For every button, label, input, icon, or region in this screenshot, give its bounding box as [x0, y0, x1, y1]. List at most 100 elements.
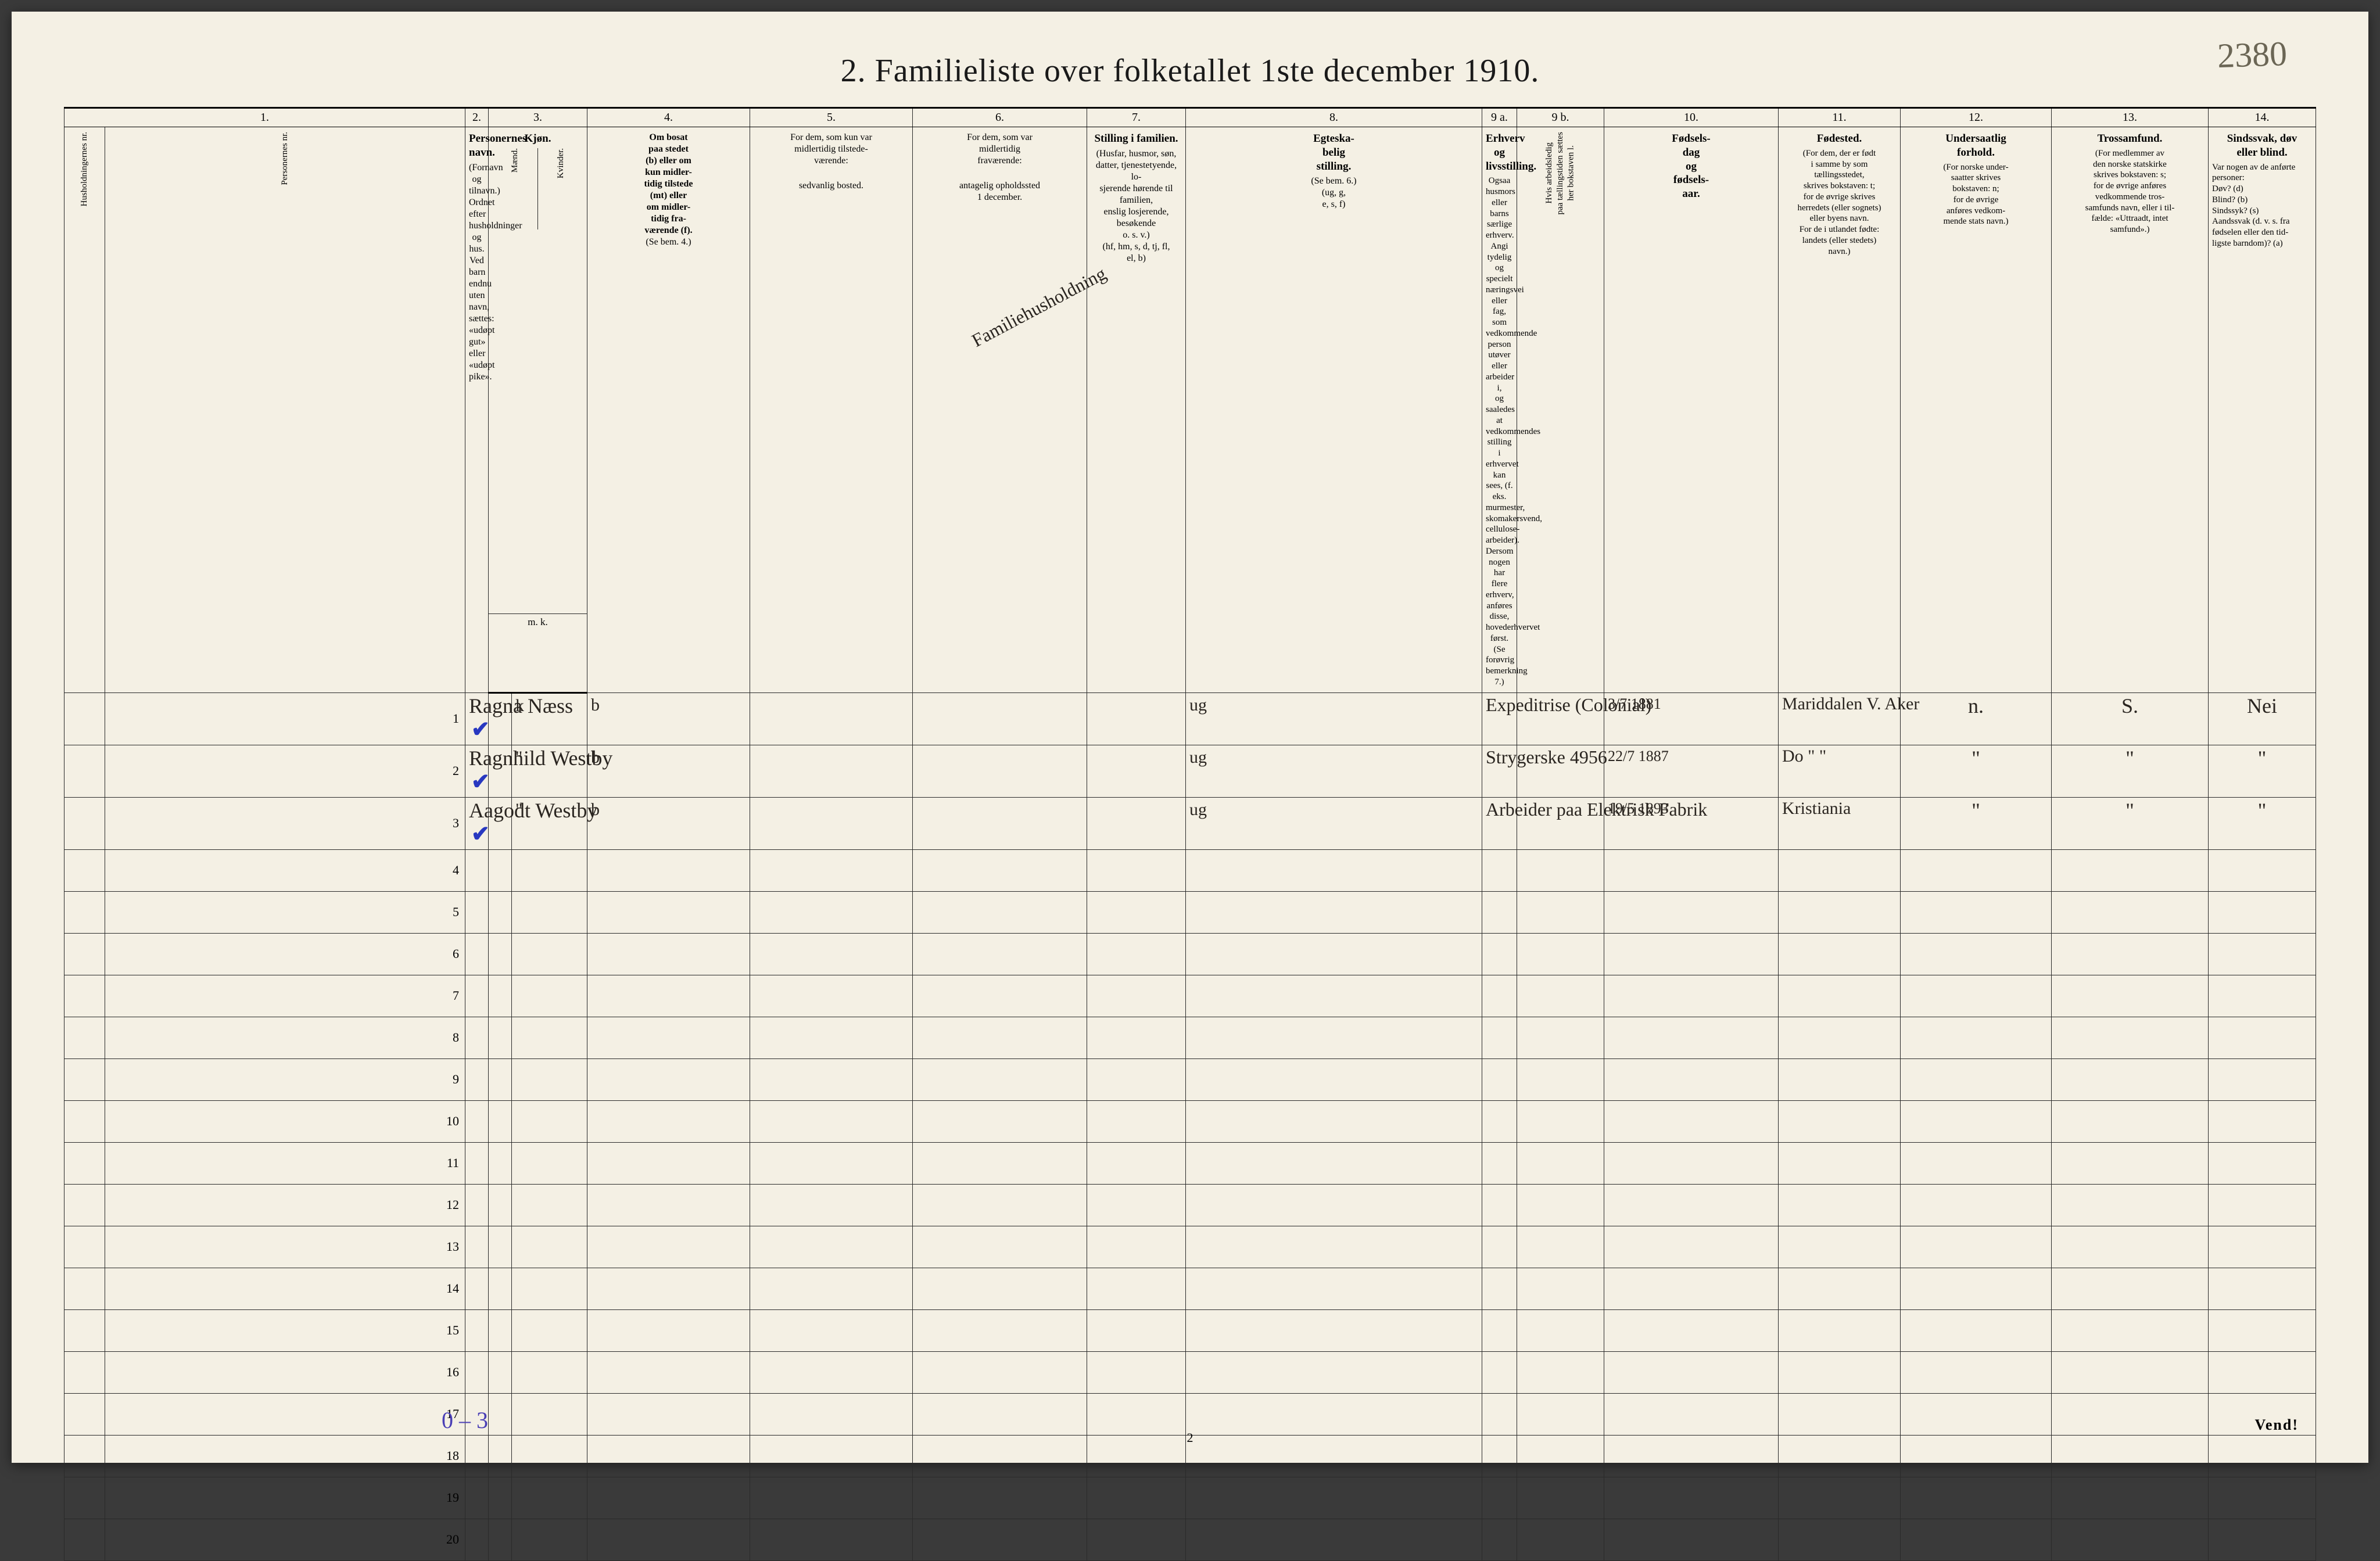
cell-empty	[489, 1100, 512, 1142]
cell-empty	[1186, 849, 1482, 891]
cell-empty	[489, 975, 512, 1017]
cell-empty	[1517, 1268, 1604, 1309]
cell-empty	[750, 975, 913, 1017]
cell-empty	[913, 1309, 1087, 1351]
cell-empty	[512, 1477, 587, 1519]
cell-stilling	[1087, 745, 1186, 797]
hdr-trossamfund: Trossamfund. (For medlemmer av den norsk…	[2052, 127, 2209, 693]
cell-empty	[1517, 1393, 1604, 1435]
cell-empty	[2209, 1017, 2316, 1058]
cell-hushold	[64, 1142, 105, 1184]
cell-empty	[2052, 1017, 2209, 1058]
cell-hushold	[64, 797, 105, 849]
cell-empty	[1779, 1519, 1901, 1560]
cell-empty	[587, 849, 750, 891]
hdr-personnr: Personernes nr.	[105, 127, 465, 693]
cell-empty	[512, 1519, 587, 1560]
hdr-egteskab: Egteska- belig stilling. (Se bem. 6.) (u…	[1186, 127, 1482, 693]
cell-empty	[1604, 1435, 1779, 1477]
cell-empty	[2209, 1519, 2316, 1560]
cell-fodested: Do " "	[1779, 745, 1901, 797]
cell-6	[913, 797, 1087, 849]
cell-empty	[512, 1435, 587, 1477]
cell-empty	[1779, 1142, 1901, 1184]
cell-empty	[512, 1142, 587, 1184]
cell-empty	[587, 1142, 750, 1184]
cell-empty	[1604, 933, 1779, 975]
cell-empty	[1901, 1435, 2052, 1477]
cell-hushold	[64, 1017, 105, 1058]
cell-hushold	[64, 1309, 105, 1351]
cell-empty	[489, 1226, 512, 1268]
cell-empty	[1482, 1351, 1517, 1393]
hdr-fodsel: Fødsels- dag og fødsels- aar.	[1604, 127, 1779, 693]
cell-empty	[1482, 975, 1517, 1017]
cell-egte: ug	[1186, 797, 1482, 849]
cell-empty	[2052, 891, 2209, 933]
cell-empty	[1901, 933, 2052, 975]
cell-empty	[1779, 1268, 1901, 1309]
cell-personnr: 11	[105, 1142, 465, 1184]
table-row: 10	[64, 1100, 2316, 1142]
cell-personnr: 18	[105, 1435, 465, 1477]
cell-empty	[1604, 1477, 1779, 1519]
cell-empty	[1482, 1058, 1517, 1100]
cell-empty	[1901, 1226, 2052, 1268]
cell-empty	[465, 891, 489, 933]
cell-hushold	[64, 692, 105, 745]
blue-check-icon: ✔	[471, 821, 490, 847]
cell-empty	[465, 1309, 489, 1351]
cell-empty	[1482, 1477, 1517, 1519]
cell-hushold	[64, 1268, 105, 1309]
cell-empty	[2052, 1268, 2209, 1309]
cell-empty	[1482, 891, 1517, 933]
cell-name: Aagodt Westby✔	[465, 797, 489, 849]
cell-empty	[465, 1058, 489, 1100]
cell-empty	[1482, 1017, 1517, 1058]
cell-5	[750, 745, 913, 797]
cell-sind: "	[2209, 745, 2316, 797]
cell-empty	[2052, 849, 2209, 891]
cell-personnr: 14	[105, 1268, 465, 1309]
cell-empty	[1604, 1393, 1779, 1435]
cell-empty	[1186, 1393, 1482, 1435]
cell-empty	[512, 849, 587, 891]
cell-empty	[1517, 1519, 1604, 1560]
cell-empty	[2209, 891, 2316, 933]
cell-empty	[1186, 1268, 1482, 1309]
cell-empty	[1779, 1477, 1901, 1519]
cell-empty	[1482, 1100, 1517, 1142]
colnum-4: 4.	[587, 108, 750, 127]
cell-empty	[587, 933, 750, 975]
cell-empty	[2209, 1268, 2316, 1309]
footer-vend: Vend!	[2254, 1416, 2299, 1434]
cell-empty	[1087, 1309, 1186, 1351]
cell-fodsel: 3/7 1881	[1604, 692, 1779, 745]
cell-empty	[1604, 1226, 1779, 1268]
hdr-kjon: Kjøn. Mænd. Kvinder.	[489, 127, 587, 614]
cell-empty	[1087, 1100, 1186, 1142]
cell-empty	[750, 1058, 913, 1100]
cell-empty	[913, 1351, 1087, 1393]
cell-empty	[1517, 933, 1604, 975]
cell-empty	[587, 1393, 750, 1435]
cell-empty	[587, 1017, 750, 1058]
footer-left-annotation: 0 – 3	[442, 1406, 488, 1434]
cell-empty	[1517, 1058, 1604, 1100]
cell-empty	[1517, 1184, 1604, 1226]
cell-empty	[1482, 933, 1517, 975]
colnum-3: 3.	[489, 108, 587, 127]
cell-empty	[1087, 933, 1186, 975]
cell-empty	[1604, 849, 1779, 891]
cell-empty	[1517, 1351, 1604, 1393]
hdr-undersaat: Undersaatlig forhold. (For norske under-…	[1901, 127, 2052, 693]
hdr-sindssvak: Sindssvak, døv eller blind. Var nogen av…	[2209, 127, 2316, 693]
cell-empty	[1604, 975, 1779, 1017]
cell-empty	[512, 1393, 587, 1435]
table-row: 3 Aagodt Westby✔ " b ug Arbeider paa Ele…	[64, 797, 2316, 849]
cell-empty	[750, 891, 913, 933]
cell-empty	[1779, 1184, 1901, 1226]
cell-under: "	[1901, 797, 2052, 849]
cell-empty	[750, 1309, 913, 1351]
cell-empty	[1087, 1184, 1186, 1226]
